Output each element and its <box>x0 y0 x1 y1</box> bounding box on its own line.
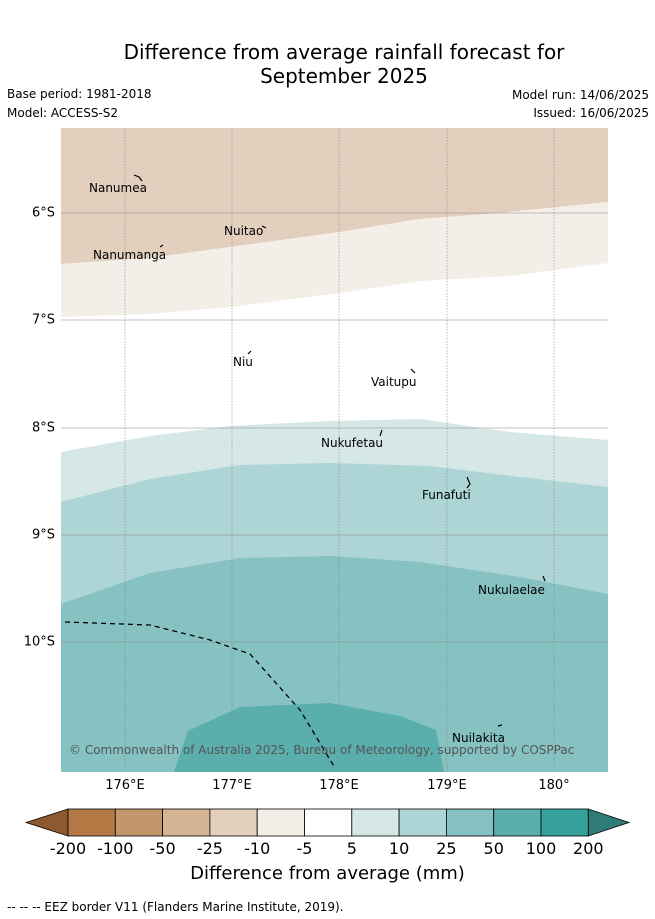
eez-legend: -- -- -- EEZ border V11 (Flanders Marine… <box>7 900 344 914</box>
colorbar <box>24 808 631 837</box>
lat-tick-label: 8°S <box>31 420 55 436</box>
issued-date: Issued: 16/06/2025 <box>533 106 649 120</box>
place-nukulaelae: Nukulaelae <box>478 583 545 597</box>
title-line-2: September 2025 <box>260 64 428 88</box>
island-outlines <box>133 174 546 727</box>
place-nuilakita: Nuilakita <box>452 731 505 745</box>
lat-tick-label: 9°S <box>31 527 55 543</box>
lon-tick-label: 177°E <box>212 778 252 793</box>
place-nanumea: Nanumea <box>89 181 147 195</box>
lon-tick-label: 180° <box>538 778 570 793</box>
lon-tick-label: 178°E <box>319 778 359 793</box>
place-nukufetau: Nukufetau <box>321 436 384 450</box>
band-brown <box>61 128 608 264</box>
colorbar-segment <box>162 808 211 837</box>
colorbar-label: 50 <box>483 839 504 858</box>
title-line-1: Difference from average rainfall forecas… <box>123 40 565 64</box>
place-nanumanga: Nanumanga <box>93 248 167 262</box>
band-teal-3 <box>61 556 608 772</box>
colorbar-extend-high <box>587 808 631 837</box>
lat-tick-label: 6°S <box>31 205 55 221</box>
band-teal-4 <box>174 703 444 772</box>
colorbar-label: -100 <box>97 839 134 858</box>
base-period: Base period: 1981-2018 <box>7 87 152 101</box>
colorbar-segment <box>256 808 305 837</box>
colorbar-segment <box>304 808 353 837</box>
lon-tick-label: 179°E <box>427 778 467 793</box>
colorbar-label: -25 <box>196 839 223 858</box>
lat-tick-label: 10°S <box>23 634 55 650</box>
grid <box>61 128 608 772</box>
colorbar-segment <box>540 808 589 837</box>
colorbar-label: 10 <box>388 839 410 858</box>
place-funafuti: Funafuti <box>422 488 471 502</box>
colorbar-label: 25 <box>436 839 457 858</box>
colorbar-segment <box>67 808 116 837</box>
band-cream <box>61 202 608 317</box>
model-name: Model: ACCESS-S2 <box>7 106 119 120</box>
colorbar-label: 100 <box>525 839 557 858</box>
colorbar-extend-low <box>24 808 69 837</box>
colorbar-segment <box>209 808 258 837</box>
colorbar-segment <box>493 808 542 837</box>
colorbar-title: Difference from average (mm) <box>190 863 465 884</box>
colorbar-label: -10 <box>244 839 271 858</box>
colorbar-segment <box>398 808 447 837</box>
colorbar-label: -5 <box>296 839 313 858</box>
colorbar-label: -200 <box>49 839 87 858</box>
model-run: Model run: 14/06/2025 <box>511 88 649 102</box>
place-niu: Niu <box>233 355 253 369</box>
colorbar-label: 5 <box>346 839 357 858</box>
lat-tick-label: 7°S <box>31 312 55 328</box>
place-nuitao: Nuitao <box>224 224 264 238</box>
colorbar-label: -50 <box>149 839 176 858</box>
colorbar-label: 200 <box>573 839 604 858</box>
chart-title: Difference from average rainfall forecas… <box>0 40 655 88</box>
colorbar-segment <box>114 808 164 837</box>
lon-tick-label: 176°E <box>105 778 145 793</box>
colorbar-segment <box>351 808 400 837</box>
place-vaitupu: Vaitupu <box>371 375 417 389</box>
copyright-notice: © Commonwealth of Australia 2025, Bureau… <box>69 743 575 757</box>
colorbar-segment <box>445 808 495 837</box>
